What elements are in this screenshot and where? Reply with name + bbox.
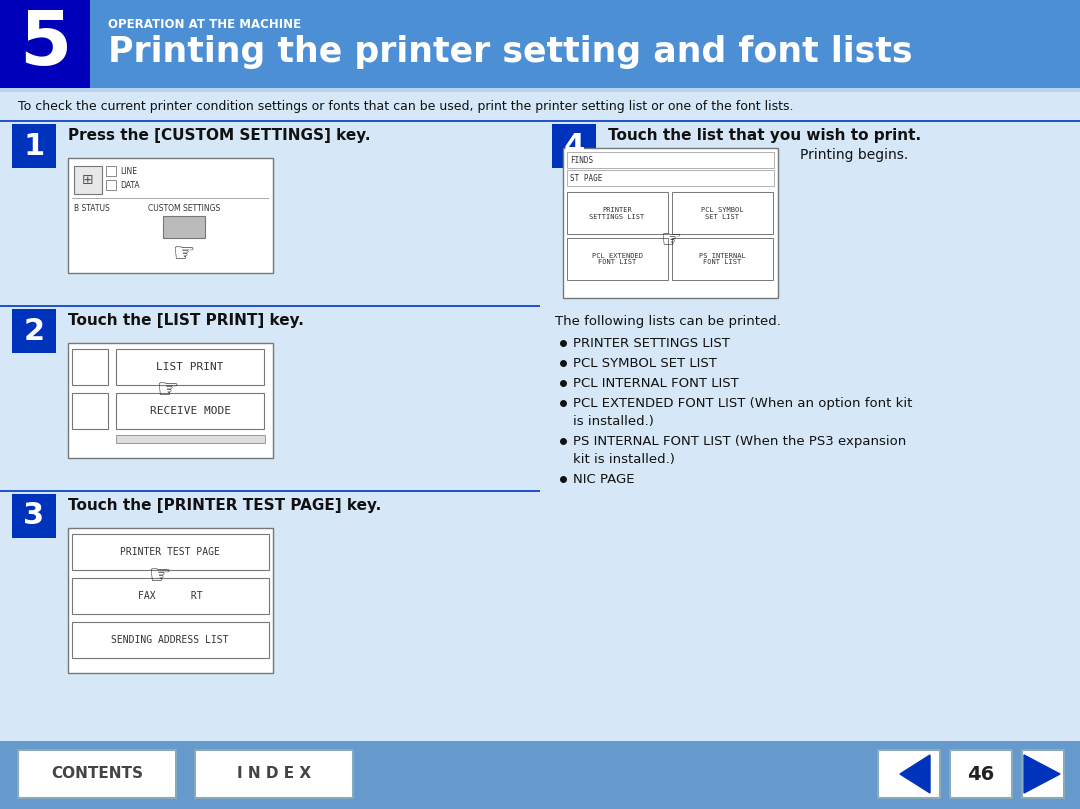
Text: ST PAGE: ST PAGE [570,173,603,183]
Bar [552,124,596,168]
Text: 2: 2 [24,316,44,345]
Text: DATA: DATA [120,180,139,189]
Bar [0,0,90,88]
Text: is installed.): is installed.) [573,415,653,428]
Bar [540,120,1080,122]
Bar [567,238,669,280]
Bar [1022,750,1064,798]
Text: Printing begins.: Printing begins. [800,148,908,162]
Text: PS INTERNAL
FONT LIST: PS INTERNAL FONT LIST [699,252,745,265]
Text: FINDS: FINDS [570,155,593,164]
Text: Touch the [LIST PRINT] key.: Touch the [LIST PRINT] key. [68,313,303,328]
Text: LINE: LINE [120,167,137,176]
Text: 46: 46 [968,765,995,783]
Text: To check the current printer condition settings or fonts that can be used, print: To check the current printer condition s… [18,100,794,113]
Bar [0,741,1080,809]
Bar [0,305,540,307]
Text: FAX      RT: FAX RT [137,591,202,601]
Text: The following lists can be printed.: The following lists can be printed. [555,315,781,328]
Text: PRINTER TEST PAGE: PRINTER TEST PAGE [120,547,220,557]
Bar [18,750,176,798]
Bar [75,166,102,194]
Bar [72,349,108,385]
Text: 4: 4 [564,132,584,160]
Bar [12,124,56,168]
Text: PS INTERNAL FONT LIST (When the PS3 expansion: PS INTERNAL FONT LIST (When the PS3 expa… [573,435,906,448]
Text: Touch the [PRINTER TEST PAGE] key.: Touch the [PRINTER TEST PAGE] key. [68,498,381,513]
Bar [116,349,264,385]
Text: NIC PAGE: NIC PAGE [573,473,635,486]
Bar [672,238,773,280]
Bar [106,180,116,190]
Bar [672,192,773,234]
Text: PCL EXTENDED FONT LIST (When an option font kit: PCL EXTENDED FONT LIST (When an option f… [573,397,913,410]
Text: PCL EXTENDED
FONT LIST: PCL EXTENDED FONT LIST [592,252,643,265]
Bar [567,152,774,168]
Text: SENDING ADDRESS LIST: SENDING ADDRESS LIST [111,635,229,645]
Bar [0,490,540,492]
Bar [567,170,774,186]
Text: PRINTER
SETTINGS LIST: PRINTER SETTINGS LIST [590,206,645,219]
Bar [0,120,540,122]
Text: Printing the printer setting and font lists: Printing the printer setting and font li… [108,35,913,69]
Text: OPERATION AT THE MACHINE: OPERATION AT THE MACHINE [108,18,301,31]
Text: kit is installed.): kit is installed.) [573,453,675,466]
Bar [72,622,269,658]
Text: ⊞: ⊞ [82,173,94,187]
Bar [72,578,269,614]
Bar [116,393,264,429]
Text: PRINTER SETTINGS LIST: PRINTER SETTINGS LIST [573,337,730,350]
Bar [116,435,265,443]
Polygon shape [1024,755,1059,793]
Text: Touch the list that you wish to print.: Touch the list that you wish to print. [608,128,921,143]
Bar [195,750,353,798]
Bar [163,216,205,238]
Text: Press the [CUSTOM SETTINGS] key.: Press the [CUSTOM SETTINGS] key. [68,128,370,143]
Bar [878,750,940,798]
Bar [72,393,108,429]
Bar [950,750,1012,798]
Text: CONTENTS: CONTENTS [51,766,143,781]
Text: ☞: ☞ [173,242,195,266]
Bar [563,148,778,298]
Text: ☞: ☞ [157,378,179,402]
Text: CUSTOM SETTINGS: CUSTOM SETTINGS [148,204,220,213]
Text: 1: 1 [24,132,44,160]
Bar [68,343,273,458]
Bar [0,88,1080,92]
Text: I N D E X: I N D E X [237,766,311,781]
Text: B STATUS: B STATUS [75,204,110,213]
Bar [72,198,269,199]
Text: ☞: ☞ [149,564,172,588]
Text: PCL SYMBOL
SET LIST: PCL SYMBOL SET LIST [701,206,743,219]
Bar [68,158,273,273]
Text: RECEIVE MODE: RECEIVE MODE [149,406,230,416]
Text: PCL SYMBOL SET LIST: PCL SYMBOL SET LIST [573,357,717,370]
Bar [90,0,1080,88]
Bar [12,309,56,353]
Text: LIST PRINT: LIST PRINT [157,362,224,372]
Text: 3: 3 [24,502,44,531]
Text: PCL INTERNAL FONT LIST: PCL INTERNAL FONT LIST [573,377,739,390]
Bar [68,528,273,673]
Text: 5: 5 [18,7,71,81]
Bar [12,494,56,538]
Polygon shape [900,755,930,793]
Bar [106,166,116,176]
Text: ☞: ☞ [661,228,683,252]
Bar [72,534,269,570]
Bar [567,192,669,234]
